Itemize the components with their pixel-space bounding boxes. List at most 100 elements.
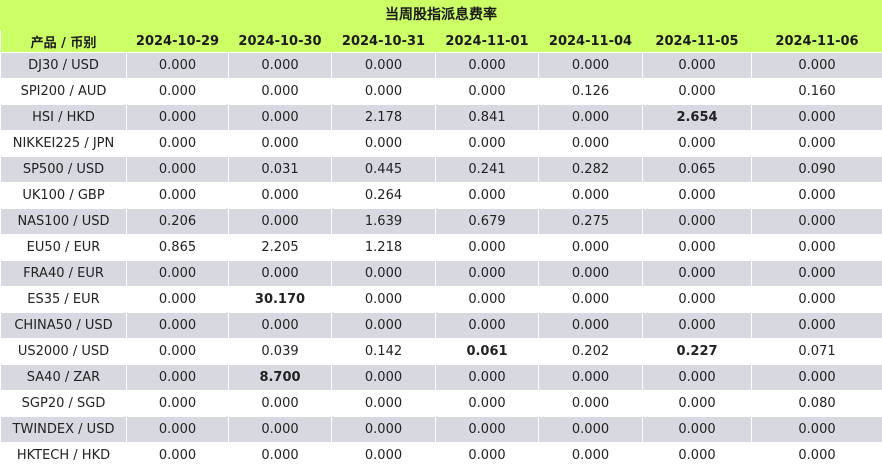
rate-cell: 0.000 <box>642 390 752 417</box>
product-cell: SPI200 / AUD <box>0 78 127 105</box>
rate-cell: 0.000 <box>751 52 882 79</box>
table-row: HSI / HKD 0.000 0.000 2.178 0.841 0.000 2.654 0… <box>0 104 882 131</box>
rate-cell: 0.000 <box>331 52 436 79</box>
rate-cell: 0.142 <box>331 338 436 365</box>
rate-cell: 0.000 <box>538 104 643 131</box>
table-row: SP500 / USD 0.000 0.031 0.445 0.241 0.282 0.06… <box>0 156 882 183</box>
rate-cell: 0.000 <box>751 182 882 209</box>
table-header: 产品 / 币别 2024-10-29 2024-10-30 2024-10-31 202… <box>0 30 882 53</box>
table-row: SGP20 / SGD 0.000 0.000 0.000 0.000 0.000 0.00… <box>0 390 882 417</box>
rate-cell: 0.000 <box>538 312 643 339</box>
rate-cell: 0.000 <box>642 52 752 79</box>
table-row: FRA40 / EUR 0.000 0.000 0.000 0.000 0.000 0.00… <box>0 260 882 287</box>
rate-cell: 0.000 <box>126 338 229 365</box>
rate-cell: 0.000 <box>331 260 436 287</box>
rate-cell: 2.178 <box>331 104 436 131</box>
rate-cell: 0.000 <box>751 104 882 131</box>
rate-cell: 0.000 <box>228 442 332 469</box>
rate-cell: 0.000 <box>538 286 643 313</box>
rate-cell: 0.000 <box>228 52 332 79</box>
rate-cell: 0.071 <box>751 338 882 365</box>
rate-cell: 0.000 <box>751 130 882 157</box>
rate-cell: 0.000 <box>435 130 539 157</box>
rate-cell: 0.000 <box>538 234 643 261</box>
rate-cell: 0.000 <box>126 156 229 183</box>
product-cell: SA40 / ZAR <box>0 364 127 391</box>
rate-cell: 0.000 <box>126 312 229 339</box>
rate-cell: 0.000 <box>538 416 643 443</box>
product-cell: SP500 / USD <box>0 156 127 183</box>
table-row: NIKKEI225 / JPN 0.000 0.000 0.000 0.000 0.000… <box>0 130 882 157</box>
column-header-date: 2024-10-29 <box>126 30 229 53</box>
rate-cell: 0.000 <box>642 364 752 391</box>
rate-cell: 0.000 <box>331 286 436 313</box>
rate-cell: 0.000 <box>126 130 229 157</box>
rate-cell: 0.000 <box>228 130 332 157</box>
rate-cell: 0.000 <box>642 416 752 443</box>
product-cell: DJ30 / USD <box>0 52 127 79</box>
rate-cell: 0.000 <box>228 182 332 209</box>
product-cell: NAS100 / USD <box>0 208 127 235</box>
rate-cell: 0.160 <box>751 78 882 105</box>
rate-cell: 0.039 <box>228 338 332 365</box>
rate-cell: 0.000 <box>331 416 436 443</box>
rate-cell: 0.000 <box>642 182 752 209</box>
rate-cell: 0.865 <box>126 234 229 261</box>
rate-cell: 0.227 <box>642 338 752 365</box>
rate-cell: 0.679 <box>435 208 539 235</box>
table-body: DJ30 / USD 0.000 0.000 0.000 0.000 0.000 0.000… <box>0 52 882 469</box>
rate-cell: 0.000 <box>538 130 643 157</box>
rate-cell: 0.264 <box>331 182 436 209</box>
rate-cell: 0.000 <box>435 78 539 105</box>
rate-cell: 0.000 <box>228 104 332 131</box>
product-cell: CHINA50 / USD <box>0 312 127 339</box>
table-row: NAS100 / USD 0.206 0.000 1.639 0.679 0.275 0.0… <box>0 208 882 235</box>
rate-cell: 0.000 <box>228 312 332 339</box>
rate-cell: 0.000 <box>331 130 436 157</box>
rate-cell: 0.000 <box>126 104 229 131</box>
column-header-date: 2024-10-30 <box>228 30 332 53</box>
column-header-date: 2024-11-04 <box>538 30 643 53</box>
rate-cell: 0.000 <box>435 182 539 209</box>
table-row: SPI200 / AUD 0.000 0.000 0.000 0.000 0.126 0.0… <box>0 78 882 105</box>
rate-cell: 0.000 <box>331 442 436 469</box>
column-header-product: 产品 / 币别 <box>0 30 127 53</box>
table-row: CHINA50 / USD 0.000 0.000 0.000 0.000 0.000 0.… <box>0 312 882 339</box>
product-cell: HKTECH / HKD <box>0 442 127 469</box>
table-row: UK100 / GBP 0.000 0.000 0.264 0.000 0.000 0.00… <box>0 182 882 209</box>
rate-cell: 30.170 <box>228 286 332 313</box>
rate-cell: 0.000 <box>751 260 882 287</box>
column-header-date: 2024-11-05 <box>642 30 752 53</box>
table-row: DJ30 / USD 0.000 0.000 0.000 0.000 0.000 0.000… <box>0 52 882 79</box>
rate-cell: 0.445 <box>331 156 436 183</box>
rate-cell: 0.000 <box>126 364 229 391</box>
rate-cell: 0.126 <box>538 78 643 105</box>
rate-cell: 0.841 <box>435 104 539 131</box>
product-cell: HSI / HKD <box>0 104 127 131</box>
rate-cell: 0.000 <box>751 208 882 235</box>
rate-cell: 0.000 <box>126 416 229 443</box>
product-cell: EU50 / EUR <box>0 234 127 261</box>
rate-cell: 0.000 <box>642 130 752 157</box>
table-row: US2000 / USD 0.000 0.039 0.142 0.061 0.202 0.2… <box>0 338 882 365</box>
column-header-date: 2024-11-01 <box>435 30 539 53</box>
rate-cell: 0.000 <box>435 52 539 79</box>
rate-cell: 0.000 <box>331 390 436 417</box>
rate-cell: 0.080 <box>751 390 882 417</box>
product-cell: UK100 / GBP <box>0 182 127 209</box>
rate-cell: 0.090 <box>751 156 882 183</box>
rate-cell: 0.000 <box>331 312 436 339</box>
product-cell: US2000 / USD <box>0 338 127 365</box>
rate-cell: 0.000 <box>126 260 229 287</box>
rate-cell: 0.000 <box>331 364 436 391</box>
rate-cell: 2.205 <box>228 234 332 261</box>
rate-cell: 0.000 <box>331 78 436 105</box>
rate-cell: 0.000 <box>538 442 643 469</box>
rate-cell: 0.065 <box>642 156 752 183</box>
rate-cell: 0.000 <box>751 416 882 443</box>
rate-cell: 0.000 <box>538 52 643 79</box>
product-cell: ES35 / EUR <box>0 286 127 313</box>
rate-cell: 0.000 <box>751 364 882 391</box>
product-cell: NIKKEI225 / JPN <box>0 130 127 157</box>
rate-cell: 0.000 <box>126 182 229 209</box>
